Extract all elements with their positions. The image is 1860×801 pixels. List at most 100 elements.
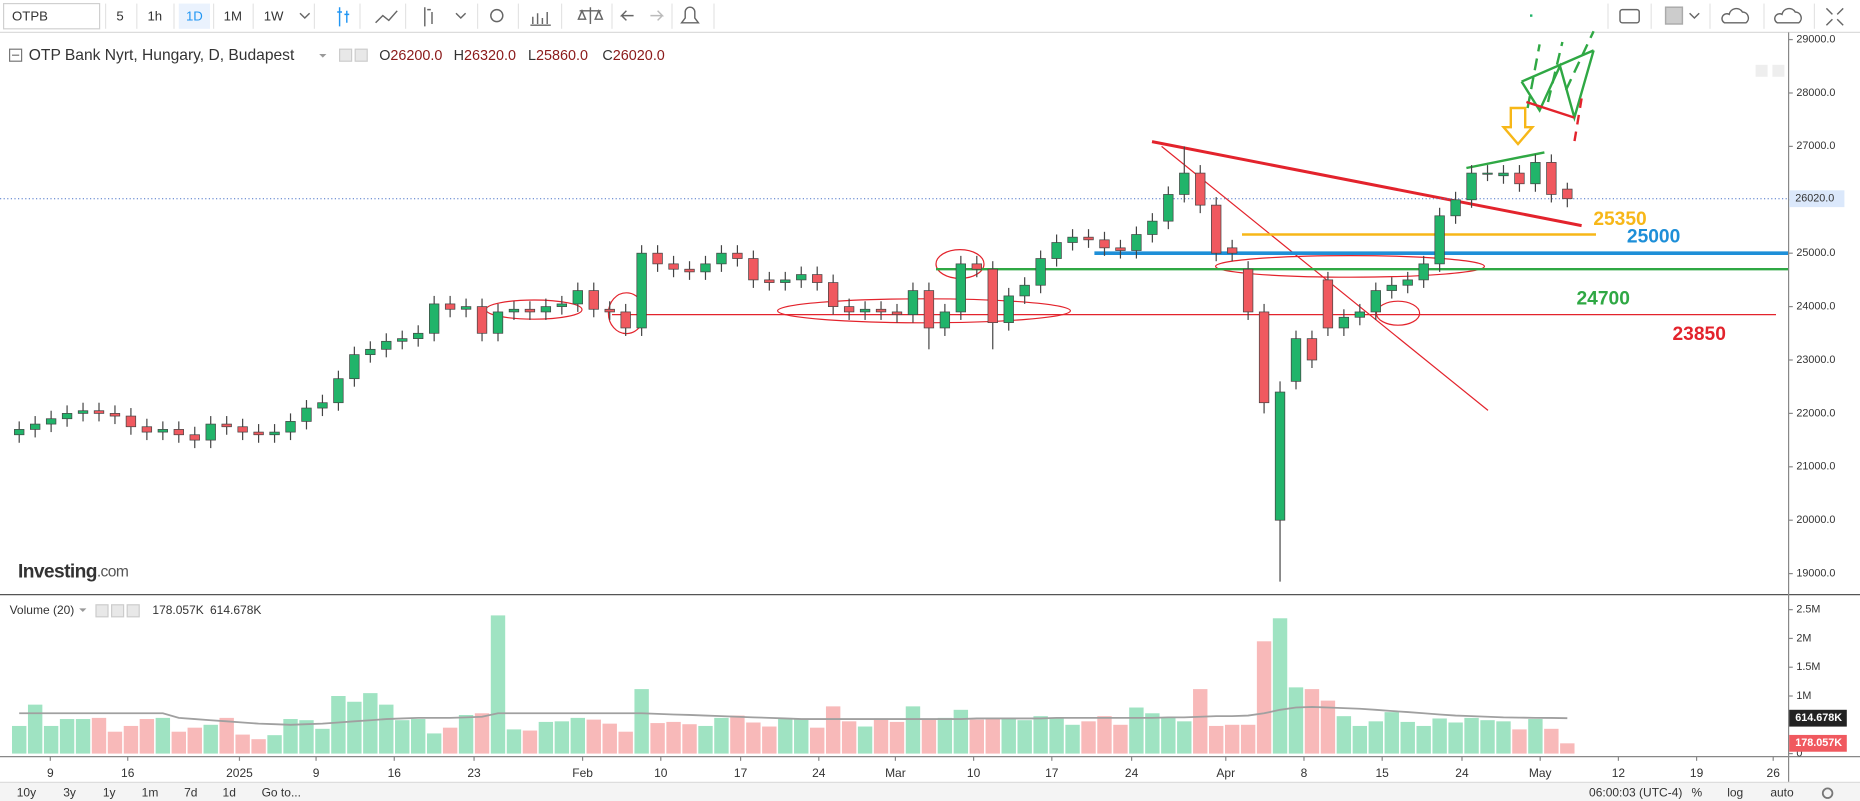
candle-body: [796, 274, 807, 281]
redo-icon[interactable]: [650, 10, 665, 21]
volume-close-button[interactable]: [126, 604, 140, 618]
scale-option[interactable]: log: [1727, 785, 1743, 799]
candle-body: [780, 279, 791, 283]
candle-body: [588, 290, 599, 310]
status-dot: [1530, 14, 1533, 17]
last-price-label: 26020.0: [1795, 193, 1834, 205]
ohlc-key: O: [379, 48, 390, 64]
volume-bar: [746, 722, 761, 754]
candle-body: [827, 282, 839, 307]
volume-bar: [139, 719, 155, 754]
x-tick-label: 15: [1376, 766, 1390, 780]
candles-icon[interactable]: [337, 7, 350, 27]
interval-button[interactable]: 1D: [186, 8, 203, 23]
candle-body: [1354, 311, 1365, 318]
symbol-box[interactable]: [3, 3, 101, 30]
undo-icon[interactable]: [619, 10, 634, 21]
candle-body: [907, 290, 919, 315]
volume-bar: [27, 704, 43, 754]
goto-button[interactable]: Go to...: [262, 785, 301, 799]
fullscreen-icon[interactable]: [1825, 7, 1844, 26]
x-tick-label: 12: [1612, 766, 1626, 780]
volume-bar: [395, 720, 410, 754]
range-button[interactable]: 3y: [63, 785, 76, 799]
interval-dropdown[interactable]: [299, 12, 311, 20]
compare-icon[interactable]: [577, 7, 604, 24]
studies-icon[interactable]: [530, 12, 551, 26]
level-label: 23850: [1673, 324, 1726, 345]
collapse-button[interactable]: [9, 48, 23, 62]
trendline: [1151, 140, 1582, 228]
range-button[interactable]: 10y: [17, 785, 36, 799]
interval-button[interactable]: 1W: [264, 8, 284, 23]
candle-body: [652, 252, 663, 265]
y-tick-label: 19000.0: [1796, 567, 1835, 579]
volume-bar: [43, 725, 59, 754]
volume-bar: [1065, 724, 1080, 754]
pattern: [1573, 98, 1583, 142]
candle-body: [1482, 172, 1493, 175]
candle-body: [333, 378, 344, 404]
panel-button[interactable]: [1772, 64, 1785, 77]
candle-body: [428, 303, 440, 334]
color-dropdown[interactable]: [1689, 12, 1700, 20]
trendline: [1161, 145, 1489, 411]
settings-button[interactable]: [354, 48, 368, 62]
scale-option[interactable]: %: [1691, 785, 1702, 799]
volume-bar: [1528, 719, 1543, 754]
volume-bar: [1384, 712, 1399, 754]
snapshot-icon[interactable]: [1619, 8, 1640, 24]
volume-title: Volume (20): [10, 603, 75, 617]
interval-button[interactable]: 1M: [224, 8, 242, 23]
candle-body: [1450, 199, 1461, 217]
symbol[interactable]: OTPB: [12, 8, 48, 23]
volume-bar: [1033, 716, 1048, 754]
candle-body: [1370, 290, 1381, 313]
color-icon[interactable]: [1664, 6, 1684, 25]
volume-dropdown[interactable]: [79, 608, 87, 612]
interval-button[interactable]: 5: [116, 8, 123, 23]
range-button[interactable]: 1y: [103, 785, 116, 799]
candle-body: [1003, 295, 1014, 323]
candle-body: [556, 303, 568, 307]
title-dropdown[interactable]: [319, 54, 327, 58]
line-icon[interactable]: [375, 10, 398, 24]
range-button[interactable]: 1m: [142, 785, 159, 799]
candle-body: [285, 421, 296, 433]
indicator-icon[interactable]: [424, 7, 433, 27]
volume-bar: [1368, 721, 1383, 754]
candle-body: [1242, 268, 1254, 313]
volume-settings-button[interactable]: [111, 604, 125, 618]
range-button[interactable]: 7d: [184, 785, 197, 799]
ohlc-legend: O26200.0: [379, 48, 442, 64]
volume-bar: [937, 717, 953, 754]
volume-bar: [474, 713, 490, 754]
candle-body: [971, 263, 982, 270]
range-button[interactable]: 1d: [223, 785, 236, 799]
x-tick-label: May: [1529, 766, 1552, 780]
scale-option[interactable]: auto: [1770, 785, 1794, 799]
settings-gear[interactable]: [1821, 787, 1834, 799]
candle-body: [476, 306, 488, 334]
settings-icon[interactable]: [490, 8, 504, 23]
visibility-button[interactable]: [338, 48, 353, 62]
candle-body: [812, 274, 823, 283]
alert-icon[interactable]: [680, 6, 700, 24]
volume-bar: [602, 723, 617, 754]
candle-body: [955, 263, 967, 313]
volume-bar: [315, 728, 330, 754]
volume-bar: [1288, 687, 1304, 754]
cloud-save-icon[interactable]: [1721, 7, 1750, 24]
volume-bar: [12, 725, 27, 754]
volume-visibility-button[interactable]: [95, 604, 109, 618]
volume-bar: [91, 717, 107, 754]
draw-dropdown[interactable]: [455, 12, 467, 20]
cloud-load-icon[interactable]: [1774, 7, 1802, 24]
y-tick-label: 21000.0: [1796, 461, 1835, 473]
volume-bar: [1145, 713, 1160, 754]
arrow: [1500, 106, 1536, 146]
panel-button[interactable]: [1755, 64, 1768, 77]
interval-button[interactable]: 1h: [147, 8, 162, 23]
